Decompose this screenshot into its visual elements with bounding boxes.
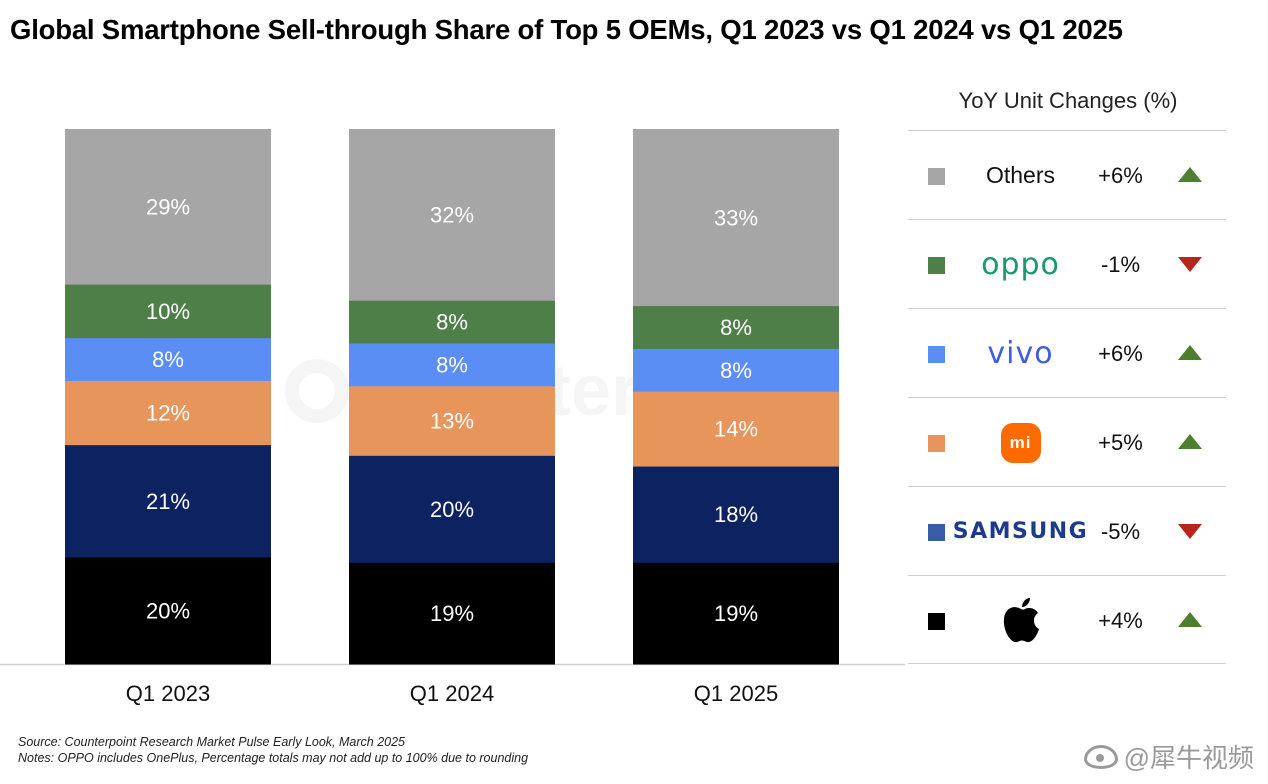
triangle-down-icon	[1178, 257, 1202, 272]
yoy-change-xiaomi: +5%	[1098, 429, 1143, 455]
data-label-others-q1-2023: 29%	[146, 195, 190, 220]
x-tick-label: Q1 2023	[126, 681, 210, 706]
brand-apple	[958, 576, 1083, 665]
yoy-change-oppo: -1%	[1100, 251, 1141, 277]
bar-segment-oppo-q1-2023	[65, 284, 271, 339]
bar-segment-others-q1-2024	[349, 129, 555, 301]
legend-swatch-vivo	[928, 346, 945, 363]
data-label-vivo-q1-2025: 8%	[720, 358, 752, 383]
brand-label-others: Others	[985, 162, 1056, 188]
apple-logo-icon	[1003, 597, 1039, 642]
data-label-vivo-q1-2023: 8%	[152, 347, 184, 372]
brand-others: Others	[958, 131, 1083, 220]
triangle-up-icon	[1178, 167, 1202, 182]
data-label-vivo-q1-2024: 8%	[436, 352, 468, 377]
bar-segment-samsung-q1-2025	[633, 466, 839, 563]
legend-heading: YoY Unit Changes (%)	[958, 88, 1178, 113]
triangle-up-icon	[1178, 434, 1202, 449]
data-label-others-q1-2025: 33%	[714, 205, 758, 230]
samsung-logo-icon: SAMSUNG	[953, 487, 1087, 576]
data-label-oppo-q1-2024: 8%	[436, 310, 468, 335]
legend-row-samsung: SAMSUNG -5%	[908, 486, 1226, 575]
legend-swatch-oppo	[928, 257, 945, 274]
vivo-logo-icon: vivo	[958, 309, 1083, 398]
data-label-apple-q1-2023: 20%	[146, 599, 190, 624]
data-label-samsung-q1-2024: 20%	[430, 497, 474, 522]
bar-segment-apple-q1-2023	[65, 557, 271, 665]
triangle-down-icon	[1178, 524, 1202, 539]
yoy-change-vivo: +6%	[1098, 340, 1143, 366]
bar-segment-xiaomi-q1-2024	[349, 385, 555, 456]
chart-title: Global Smartphone Sell-through Share of …	[10, 14, 1123, 45]
legend-row-apple: +4%	[908, 575, 1226, 664]
legend-row-others: Others +6%	[908, 130, 1226, 219]
source-note: Source: Counterpoint Research Market Pul…	[18, 735, 405, 749]
brand-label-vivo: vivo	[987, 336, 1054, 371]
rounding-note: Notes: OPPO includes OnePlus, Percentage…	[18, 751, 529, 765]
footnotes: Source: Counterpoint Research Market Pul…	[18, 734, 528, 766]
bar-segment-xiaomi-q1-2025	[633, 391, 839, 467]
data-label-apple-q1-2024: 19%	[430, 601, 474, 626]
yoy-change-others: +6%	[1098, 162, 1143, 188]
bar-segment-apple-q1-2025	[633, 562, 839, 665]
legend-swatch-apple	[928, 613, 945, 630]
bar-segment-apple-q1-2024	[349, 562, 555, 665]
brand-label-samsung: SAMSUNG	[952, 519, 1089, 544]
credit-text: @犀牛视频	[1123, 743, 1254, 773]
data-label-xiaomi-q1-2023: 12%	[146, 401, 190, 426]
bar-segment-oppo-q1-2025	[633, 305, 839, 349]
x-tick-label: Q1 2025	[694, 681, 778, 706]
data-label-samsung-q1-2025: 18%	[714, 502, 758, 527]
legend-swatch-xiaomi	[928, 435, 945, 452]
bar-segment-samsung-q1-2023	[65, 444, 271, 558]
data-label-xiaomi-q1-2024: 13%	[430, 409, 474, 434]
bar-segment-others-q1-2025	[633, 129, 839, 307]
data-label-xiaomi-q1-2025: 14%	[714, 417, 758, 442]
weibo-logo-icon	[1083, 744, 1118, 769]
data-label-samsung-q1-2023: 21%	[146, 489, 190, 514]
bar-segment-samsung-q1-2024	[349, 455, 555, 563]
data-label-oppo-q1-2023: 10%	[146, 299, 190, 324]
bar-segment-vivo-q1-2024	[349, 343, 555, 387]
legend-swatch-samsung	[928, 524, 945, 541]
data-label-apple-q1-2025: 19%	[714, 601, 758, 626]
bar-segment-vivo-q1-2023	[65, 337, 271, 381]
brand-xiaomi: mi	[958, 398, 1083, 487]
legend-row-xiaomi: mi +5%	[908, 397, 1226, 486]
bar-segment-vivo-q1-2025	[633, 348, 839, 392]
legend-row-oppo: oppo -1%	[908, 219, 1226, 308]
oppo-logo-icon: oppo	[958, 220, 1083, 309]
weibo-credit: @犀牛视频	[1083, 738, 1254, 775]
bar-segment-oppo-q1-2024	[349, 300, 555, 344]
data-label-others-q1-2024: 32%	[430, 203, 474, 228]
yoy-change-apple: +4%	[1098, 607, 1143, 633]
data-label-oppo-q1-2025: 8%	[720, 315, 752, 340]
xiaomi-logo-icon: mi	[1000, 422, 1041, 463]
triangle-up-icon	[1178, 345, 1202, 360]
x-tick-label: Q1 2024	[410, 681, 494, 706]
brand-label-xiaomi: mi	[1009, 432, 1032, 452]
triangle-up-icon	[1178, 612, 1202, 627]
bar-segment-xiaomi-q1-2023	[65, 380, 271, 446]
yoy-change-samsung: -5%	[1100, 518, 1141, 544]
legend-swatch-others	[928, 168, 945, 185]
legend-row-vivo: vivo +6%	[908, 308, 1226, 397]
brand-label-oppo: oppo	[981, 247, 1060, 282]
bar-segment-others-q1-2023	[65, 129, 271, 285]
